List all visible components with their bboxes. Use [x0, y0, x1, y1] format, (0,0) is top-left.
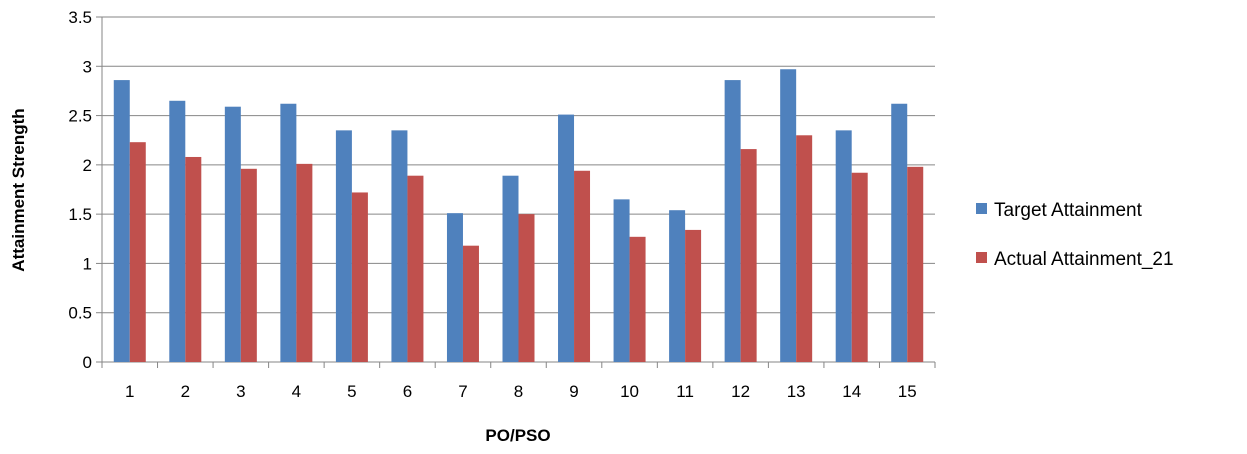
- bar-target-11: [669, 210, 686, 362]
- y-tick-label: 0: [83, 353, 92, 372]
- bar-actual-2: [185, 156, 202, 362]
- bar-actual-1: [129, 142, 146, 362]
- bar-target-2: [169, 100, 186, 363]
- bar-actual-11: [685, 229, 702, 362]
- legend-label-actual: Actual Attainment_21: [994, 249, 1174, 270]
- y-axis-ticks: 0 0.5 1 1.5 2 2.5 3 3.5: [68, 8, 102, 372]
- bar-actual-5: [351, 192, 368, 362]
- x-tick-label: 12: [731, 382, 750, 401]
- bar-target-12: [724, 80, 741, 362]
- x-tick-label: 10: [620, 382, 639, 401]
- x-axis-title: PO/PSO: [485, 426, 550, 445]
- x-tick-label: 2: [181, 382, 190, 401]
- bar-actual-12: [740, 149, 757, 362]
- bar-target-10: [613, 199, 630, 362]
- bar-actual-3: [240, 168, 257, 362]
- x-tick-label: 15: [898, 382, 917, 401]
- y-tick-label: 2: [83, 156, 92, 175]
- x-tick-label: 13: [787, 382, 806, 401]
- y-tick-label: 1: [83, 254, 92, 273]
- bar-target-3: [224, 106, 241, 362]
- bar-actual-13: [796, 135, 813, 362]
- y-axis-title: Attainment Strength: [9, 108, 28, 271]
- y-tick-label: 0.5: [68, 304, 92, 323]
- x-axis-ticks: 1 2 3 4 5 6 7 8 9 10 11 12 13 14 15: [101, 362, 936, 401]
- bar-actual-10: [629, 236, 646, 362]
- bar-target-7: [446, 213, 463, 362]
- x-tick-label: 6: [403, 382, 412, 401]
- y-tick-label: 2.5: [68, 107, 92, 126]
- bar-target-9: [558, 114, 575, 362]
- bar-target-6: [391, 130, 408, 362]
- y-tick-label: 1.5: [68, 205, 92, 224]
- x-tick-label: 3: [236, 382, 245, 401]
- bar-target-8: [502, 175, 519, 362]
- bar-actual-14: [851, 172, 868, 362]
- x-tick-label: 4: [292, 382, 301, 401]
- bar-target-1: [113, 80, 130, 362]
- x-tick-label: 5: [347, 382, 356, 401]
- legend-swatch-actual: [976, 252, 987, 263]
- bar-actual-9: [574, 170, 591, 362]
- bars: [113, 69, 924, 363]
- x-tick-label: 8: [514, 382, 523, 401]
- bar-actual-15: [907, 166, 924, 362]
- x-tick-label: 1: [125, 382, 134, 401]
- y-tick-label: 3.5: [68, 8, 92, 27]
- x-tick-label: 9: [569, 382, 578, 401]
- legend-swatch-target: [976, 203, 987, 214]
- bar-target-15: [891, 103, 908, 362]
- x-tick-label: 7: [458, 382, 467, 401]
- y-tick-label: 3: [83, 57, 92, 76]
- legend-label-target: Target Attainment: [994, 200, 1143, 221]
- bar-target-13: [780, 69, 797, 362]
- legend: Target Attainment Actual Attainment_21: [976, 200, 1174, 270]
- bar-actual-4: [296, 163, 313, 362]
- bar-target-14: [835, 130, 852, 362]
- bar-target-5: [335, 130, 352, 362]
- x-tick-label: 14: [842, 382, 861, 401]
- x-tick-label: 11: [676, 382, 694, 401]
- bar-actual-6: [407, 175, 424, 362]
- bar-actual-8: [518, 214, 535, 362]
- bar-target-4: [280, 103, 297, 362]
- bar-actual-7: [462, 245, 479, 362]
